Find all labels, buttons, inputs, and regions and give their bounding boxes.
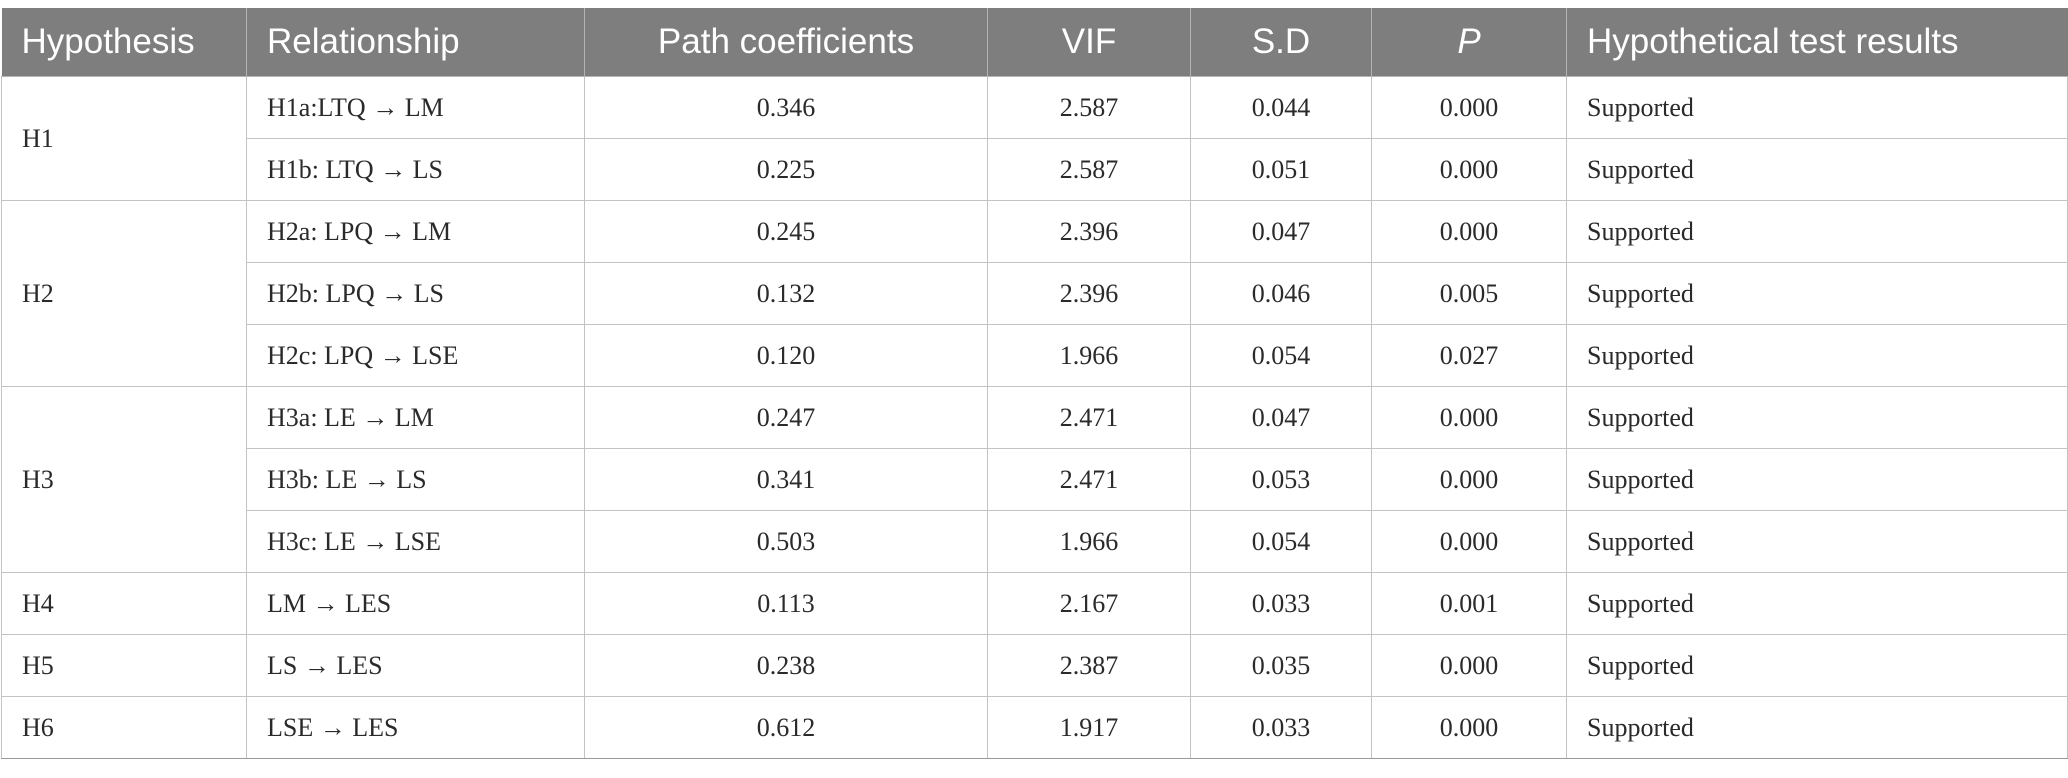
table-row: H3c: LE → LSE 0.503 1.966 0.054 0.000 Support… [2,510,2068,573]
relationship-cell: H3c: LE → LSE [246,510,585,573]
p-value-cell: 0.000 [1371,634,1567,697]
p-value-cell: 0.000 [1371,200,1567,263]
relationship-cell: H2b: LPQ → LS [246,262,585,325]
path-coefficient-cell: 0.225 [584,138,988,201]
p-value-cell: 0.001 [1371,572,1567,635]
sd-cell: 0.047 [1190,386,1372,449]
p-value-cell: 0.000 [1371,386,1567,449]
sd-cell: 0.053 [1190,448,1372,511]
hypothesis-cell: H6 [1,696,247,759]
relationship-cell: H2a: LPQ → LM [246,200,585,263]
path-coefficient-cell: 0.341 [584,448,988,511]
path-coefficient-cell: 0.113 [584,572,988,635]
test-result-cell: Supported [1566,262,2068,325]
table-row: H2 H2a: LPQ → LM 0.245 2.396 0.047 0.000 Suppo… [1,200,2068,387]
relationship-cell: H1a:LTQ → LM [246,76,585,139]
vif-cell: 1.966 [987,510,1191,573]
vif-cell: 2.396 [987,200,1191,263]
table-row: H2b: LPQ → LS 0.132 2.396 0.046 0.005 Support… [2,262,2068,325]
header-test-results: Hypothetical test results [1566,8,2068,77]
vif-cell: 1.917 [987,696,1191,759]
hypothesis-cell: H2 [1,200,247,387]
relationship-cell: LM → LES [246,572,585,635]
table-row: H6 LSE → LES 0.612 1.917 0.033 0.000 Supported [1,696,2068,759]
table-row: H2c: LPQ → LSE 0.120 1.966 0.054 0.027 Suppor… [2,324,2068,387]
test-result-cell: Supported [1566,448,2068,511]
header-hypothesis: Hypothesis [1,8,247,77]
sd-cell: 0.051 [1190,138,1372,201]
table-row: H3b: LE → LS 0.341 2.471 0.053 0.000 Supporte… [2,448,2068,511]
vif-cell: 2.587 [987,76,1191,139]
p-value-cell: 0.000 [1371,696,1567,759]
table-row: H1b: LTQ → LS 0.225 2.587 0.051 0.000 Support… [2,138,2068,201]
relationship-cell: H2c: LPQ → LSE [246,324,585,387]
path-coefficient-cell: 0.346 [584,76,988,139]
sd-cell: 0.054 [1190,324,1372,387]
vif-cell: 2.587 [987,138,1191,201]
test-result-cell: Supported [1566,510,2068,573]
sd-cell: 0.046 [1190,262,1372,325]
path-coefficient-cell: 0.120 [584,324,988,387]
hypothesis-cell: H3 [1,386,247,573]
vif-cell: 2.387 [987,634,1191,697]
path-coefficient-cell: 0.238 [584,634,988,697]
test-result-cell: Supported [1566,76,2068,139]
header-path-coefficients: Path coefficients [584,8,988,77]
vif-cell: 2.396 [987,262,1191,325]
table-row: H4 LM → LES 0.113 2.167 0.033 0.001 Supported [1,572,2068,635]
vif-cell: 2.167 [987,572,1191,635]
table-row: H1 H1a:LTQ → LM 0.346 2.587 0.044 0.000 Suppor… [1,76,2068,201]
path-coefficient-cell: 0.503 [584,510,988,573]
vif-cell: 1.966 [987,324,1191,387]
table-body: H1 H1a:LTQ → LM 0.346 2.587 0.044 0.000 Suppor… [1,76,2068,759]
path-coefficient-cell: 0.245 [584,200,988,263]
sd-cell: 0.033 [1190,572,1372,635]
header-row: Hypothesis Relationship Path coefficient… [1,8,2068,77]
relationship-cell: H3b: LE → LS [246,448,585,511]
p-value-cell: 0.027 [1371,324,1567,387]
table-row: H3 H3a: LE → LM 0.247 2.471 0.047 0.000 Suppor… [1,386,2068,573]
vif-cell: 2.471 [987,448,1191,511]
sd-cell: 0.033 [1190,696,1372,759]
table-row: H5 LS → LES 0.238 2.387 0.035 0.000 Supported [1,634,2068,697]
header-sd: S.D [1190,8,1372,77]
sd-cell: 0.047 [1190,200,1372,263]
hypothesis-cell: H1 [1,76,247,201]
test-result-cell: Supported [1566,200,2068,263]
p-value-cell: 0.000 [1371,138,1567,201]
path-coefficient-cell: 0.132 [584,262,988,325]
hypothesis-results-table: Hypothesis Relationship Path coefficient… [1,8,2068,759]
relationship-cell: H1b: LTQ → LS [246,138,585,201]
test-result-cell: Supported [1566,634,2068,697]
sd-cell: 0.044 [1190,76,1372,139]
relationship-cell: LS → LES [246,634,585,697]
p-value-cell: 0.000 [1371,510,1567,573]
sd-cell: 0.054 [1190,510,1372,573]
header-vif: VIF [987,8,1191,77]
p-value-cell: 0.005 [1371,262,1567,325]
hypothesis-cell: H4 [1,572,247,635]
header-p: P [1371,8,1567,77]
test-result-cell: Supported [1566,138,2068,201]
hypothesis-cell: H5 [1,634,247,697]
test-result-cell: Supported [1566,696,2068,759]
p-value-cell: 0.000 [1371,76,1567,139]
test-result-cell: Supported [1566,324,2068,387]
test-result-cell: Supported [1566,386,2068,449]
relationship-cell: LSE → LES [246,696,585,759]
relationship-cell: H3a: LE → LM [246,386,585,449]
path-coefficient-cell: 0.612 [584,696,988,759]
test-result-cell: Supported [1566,572,2068,635]
vif-cell: 2.471 [987,386,1191,449]
p-value-cell: 0.000 [1371,448,1567,511]
path-coefficient-cell: 0.247 [584,386,988,449]
table-header: Hypothesis Relationship Path coefficient… [1,8,2068,77]
sd-cell: 0.035 [1190,634,1372,697]
header-relationship: Relationship [246,8,585,77]
